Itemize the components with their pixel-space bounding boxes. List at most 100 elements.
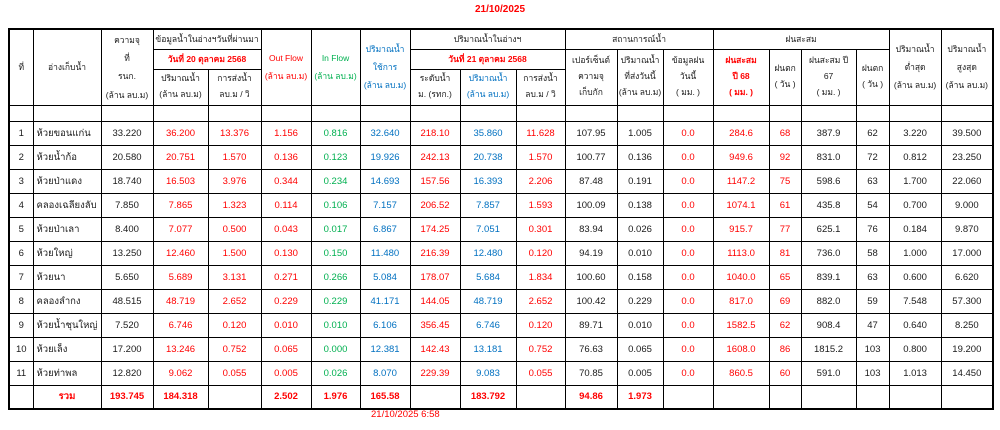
col-header-rain-acc-68: ฝนสะสม ปี 68 ( มม. )	[712, 48, 770, 106]
cell-level: 242.13	[409, 144, 461, 170]
cell-percent: 100.42	[564, 288, 618, 314]
table-row: 7 ห้วยนา 5.650 5.689 3.131 0.271 0.266 5.084 178…	[8, 264, 994, 290]
cell-percent: 76.63	[564, 336, 618, 362]
cell-prev_discharge: 0.055	[207, 360, 262, 386]
cell-in_flow: 0.106	[310, 192, 361, 218]
cell-today_discharge: 0.752	[515, 336, 566, 362]
cell-in_flow: 0.010	[310, 312, 361, 338]
cell-prev_volume: 48.719	[152, 288, 209, 314]
col-header-no: ที่	[8, 28, 34, 106]
cell-min: 1.000	[888, 240, 942, 266]
cell-in_flow: 0.017	[310, 216, 361, 242]
cell-max: 14.450	[940, 360, 994, 386]
cell-max: 39.500	[940, 120, 994, 146]
cell-level: 142.43	[409, 336, 461, 362]
cell-prev_discharge: 0.752	[207, 336, 262, 362]
cell-reservoir: ห้วยท่าพล	[32, 360, 102, 386]
cell-rain_days_67: 58	[855, 240, 890, 266]
cell-today_volume: 183.792	[459, 384, 517, 409]
cell-out_flow: 0.043	[260, 216, 312, 242]
cell-rain_acc_68: 284.6	[712, 120, 770, 146]
table-row: 8 คลองลำกง 48.515 48.719 2.652 0.229 0.229 41.1…	[8, 288, 994, 314]
cell-prev_volume: 5.689	[152, 264, 209, 290]
report-date: 21/10/2025	[474, 4, 526, 15]
cell-prev_discharge: 1.570	[207, 144, 262, 170]
cell-capacity: 20.580	[100, 144, 154, 170]
cell-today_discharge: 0.120	[515, 312, 566, 338]
col-header-prev-discharge: การส่งน้ำ ลบ.ม / วิ	[207, 68, 262, 106]
cell-today_volume: 5.684	[459, 264, 517, 290]
cell-min: 3.220	[888, 120, 942, 146]
cell-out_flow: 0.065	[260, 336, 312, 362]
cell-prev_discharge: 2.652	[207, 288, 262, 314]
cell-today_discharge: 0.301	[515, 216, 566, 242]
cell-sent_today: 0.191	[616, 168, 664, 194]
cell-prev_discharge: 0.120	[207, 312, 262, 338]
cell-today_discharge: 2.206	[515, 168, 566, 194]
table-row: 9 ห้วยน้ำชุนใหญ่ 7.520 6.746 0.120 0.010 0.010…	[8, 312, 994, 338]
cell-rain_days_68: 61	[768, 192, 802, 218]
cell-rain_days_67: 76	[855, 216, 890, 242]
cell-no	[8, 104, 34, 122]
cell-rain_acc_67	[800, 384, 857, 409]
cell-max: 17.000	[940, 240, 994, 266]
cell-today_volume: 7.051	[459, 216, 517, 242]
cell-rain_days_67: 103	[855, 360, 890, 386]
cell-rain_acc_67	[800, 104, 857, 122]
cell-no: 7	[8, 264, 34, 290]
cell-prev_discharge: 1.323	[207, 192, 262, 218]
cell-min: 0.184	[888, 216, 942, 242]
cell-rain_today: 0.0	[662, 312, 714, 338]
cell-no: 8	[8, 288, 34, 314]
cell-rain_today: 0.0	[662, 336, 714, 362]
cell-rain_acc_68	[712, 104, 770, 122]
table-row: 10 ห้วยเล็ง 17.200 13.246 0.752 0.065 0.000 12.…	[8, 336, 994, 362]
cell-rain_acc_68: 860.5	[712, 360, 770, 386]
cell-rain_days_67	[855, 384, 890, 409]
cell-rain_acc_68: 1074.1	[712, 192, 770, 218]
cell-min: 0.600	[888, 264, 942, 290]
cell-prev_discharge: 3.131	[207, 264, 262, 290]
cell-rain_days_67: 103	[855, 336, 890, 362]
cell-rain_days_67: 62	[855, 120, 890, 146]
cell-today_volume: 6.746	[459, 312, 517, 338]
col-header-prev-date: วันที่ 20 ตุลาคม 2568	[152, 48, 262, 70]
cell-rain_days_68: 92	[768, 144, 802, 170]
cell-in_flow: 0.000	[310, 336, 361, 362]
cell-today_discharge: 0.055	[515, 360, 566, 386]
cell-today_volume: 7.857	[459, 192, 517, 218]
cell-today_volume: 48.719	[459, 288, 517, 314]
cell-capacity	[100, 104, 154, 122]
cell-capacity: 48.515	[100, 288, 154, 314]
cell-in_flow: 1.976	[310, 384, 361, 409]
cell-today_volume: 12.480	[459, 240, 517, 266]
cell-rain_acc_67: 831.0	[800, 144, 857, 170]
cell-prev_discharge: 0.500	[207, 216, 262, 242]
cell-capacity: 7.850	[100, 192, 154, 218]
cell-today_discharge: 1.593	[515, 192, 566, 218]
cell-in_flow: 0.123	[310, 144, 361, 170]
col-header-min: ปริมาณน้ำ ต่ำสุด (ล้าน ลบ.ม)	[888, 28, 942, 106]
cell-no: 2	[8, 144, 34, 170]
table-row: 1 ห้วยขอนแก่น 33.220 36.200 13.376 1.156 0.816…	[8, 120, 994, 146]
cell-capacity: 18.740	[100, 168, 154, 194]
cell-capacity: 8.400	[100, 216, 154, 242]
cell-rain_days_67: 63	[855, 168, 890, 194]
cell-rain_days_68: 68	[768, 120, 802, 146]
col-header-reservoir: อ่างเก็บน้ำ	[32, 28, 102, 106]
cell-reservoir: ห้วยน้ำชุนใหญ่	[32, 312, 102, 338]
cell-max: 9.000	[940, 192, 994, 218]
cell-usable: 41.171	[359, 288, 411, 314]
cell-no: 6	[8, 240, 34, 266]
cell-rain_acc_68: 949.6	[712, 144, 770, 170]
cell-prev_discharge	[207, 104, 262, 122]
cell-rain_days_68: 77	[768, 216, 802, 242]
cell-today_discharge: 0.120	[515, 240, 566, 266]
cell-usable: 6.867	[359, 216, 411, 242]
cell-rain_today: 0.0	[662, 240, 714, 266]
cell-prev_volume: 7.077	[152, 216, 209, 242]
cell-rain_days_68: 69	[768, 288, 802, 314]
col-group-today: ปริมาณน้ำในอ่างฯ	[409, 28, 566, 50]
cell-reservoir: คลองลำกง	[32, 288, 102, 314]
cell-rain_days_67: 54	[855, 192, 890, 218]
